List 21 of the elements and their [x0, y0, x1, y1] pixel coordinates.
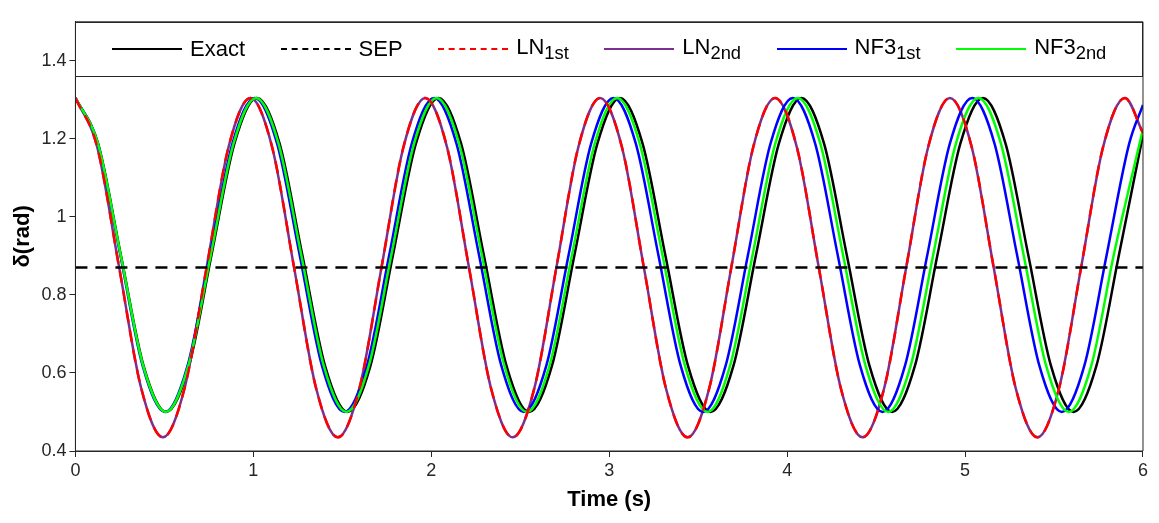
x-tick-label: 4 — [782, 459, 793, 480]
x-tick-label: 5 — [960, 459, 971, 480]
legend-label: Exact — [189, 36, 246, 63]
x-tick-label: 3 — [604, 459, 615, 480]
legend-label: LN$_{2nd}$ — [682, 34, 742, 65]
x-tick-label: 1 — [248, 459, 259, 480]
legend-label: NF3$_{2nd}$ — [1034, 34, 1107, 65]
y-axis-title: δ(rad) — [9, 205, 35, 268]
x-tick-label: 2 — [426, 459, 437, 480]
x-tick-label: 6 — [1137, 459, 1148, 480]
legend-label: NF3$_{1st}$ — [854, 34, 921, 65]
x-axis-title: Time (s) — [567, 485, 652, 511]
y-tick-label: 1.4 — [41, 49, 67, 70]
y-tick-label: 1.2 — [41, 127, 67, 148]
y-tick-label: 0.4 — [41, 439, 67, 460]
x-tick-label: 0 — [70, 459, 81, 480]
y-tick-label: 0.6 — [41, 361, 67, 382]
y-tick-label: 0.8 — [41, 283, 67, 304]
legend-label: SEP — [358, 36, 403, 63]
y-tick-label: 1 — [56, 205, 67, 226]
legend-label: LN$_{1st}$ — [516, 34, 569, 65]
